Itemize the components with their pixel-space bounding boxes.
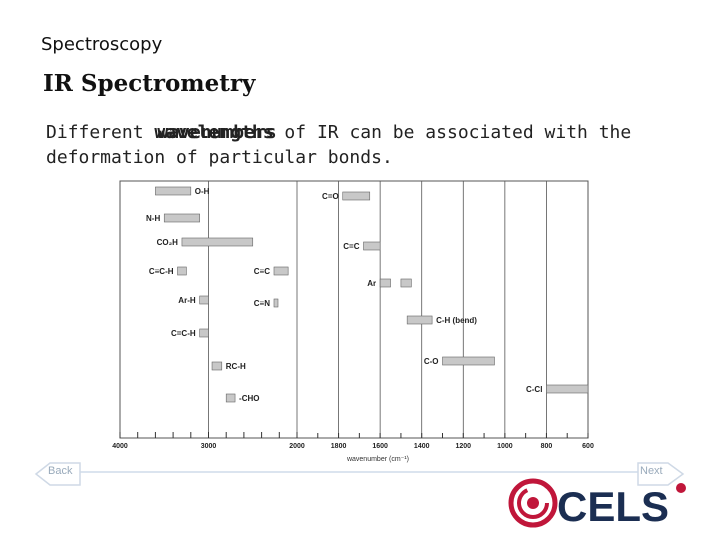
- band-bar: [273, 298, 279, 308]
- intro-suffix: of IR can be associated with the deforma…: [46, 122, 632, 168]
- band-bar: [199, 295, 209, 305]
- x-tick-label: 1200: [455, 443, 471, 450]
- nav-divider: [80, 471, 640, 473]
- band-label: C-H (bend): [436, 316, 477, 325]
- band-label: C≡N: [254, 299, 270, 308]
- band-bar: [363, 241, 381, 251]
- band-label: C=O: [322, 192, 339, 201]
- next-button[interactable]: [636, 461, 686, 487]
- x-tick-label: 800: [541, 443, 553, 450]
- cels-logo: CELS: [508, 478, 686, 528]
- band-label: Ar-H: [178, 296, 196, 305]
- x-tick-label: 1800: [331, 443, 347, 450]
- x-tick-label: 600: [582, 443, 594, 450]
- next-label[interactable]: Next: [640, 465, 663, 477]
- band-bar: [181, 237, 254, 247]
- band-label: -CHO: [239, 394, 259, 403]
- page-title: IR Spectrometry: [43, 70, 256, 97]
- band-label: N-H: [146, 214, 160, 223]
- band-bar: [163, 213, 200, 223]
- logo-badge: [676, 483, 686, 493]
- x-tick-label: 1600: [372, 443, 388, 450]
- logo-mark: [508, 478, 558, 528]
- x-tick-label: 4000: [112, 443, 128, 450]
- band-bar: [406, 315, 433, 325]
- band-bar: [273, 266, 289, 276]
- band-bar: [442, 356, 495, 366]
- band-bar: [225, 393, 236, 403]
- band-label: C-O: [424, 357, 439, 366]
- band-bar: [342, 191, 371, 201]
- band-bar: [379, 278, 391, 288]
- band-label: CO₂H: [157, 238, 179, 247]
- x-tick-label: 1000: [497, 443, 513, 450]
- intro-prefix: Different: [46, 122, 155, 143]
- intro-text: Different wavelengths wavenumbers of IR c…: [46, 120, 646, 170]
- band-label: O-H: [195, 187, 210, 196]
- overlap-word-b: wavenumbers: [157, 122, 277, 143]
- back-label[interactable]: Back: [48, 465, 73, 477]
- chart-grid: [119, 180, 589, 439]
- x-axis-label: wavenumber (cm⁻¹): [346, 456, 409, 463]
- chart-x-axis: 4000 3000 2000 1800 1600 1400 1200 1000 800 600: [112, 432, 594, 450]
- chart-bands: O-H N-H CO₂H C≡C-H Ar-H C=C-H RC-H -CHO C=O C≡C C≡…: [146, 186, 589, 403]
- back-button[interactable]: [34, 461, 84, 487]
- band-bar: [400, 278, 412, 288]
- overlapping-words: wavelengths wavenumbers: [154, 120, 277, 145]
- x-tick-label: 3000: [201, 443, 217, 450]
- overlap-word-a: wavelengths: [154, 122, 274, 143]
- band-bar: [155, 186, 192, 196]
- band-bar: [199, 328, 209, 338]
- plot-frame: [119, 180, 589, 439]
- band-label: C≡C-H: [149, 267, 174, 276]
- band-label: Ar: [367, 279, 376, 288]
- x-tick-label: 1400: [414, 443, 430, 450]
- band-label: RC-H: [226, 362, 246, 371]
- band-bar: [211, 361, 223, 371]
- band-label: C=C: [343, 242, 359, 251]
- band-label: C=C-H: [171, 329, 196, 338]
- logo-text: CELS: [557, 483, 669, 528]
- band-bar: [177, 266, 187, 276]
- band-label: C-Cl: [526, 385, 542, 394]
- band-label: C≡C: [254, 267, 270, 276]
- breadcrumb: Spectroscopy: [41, 34, 163, 55]
- band-bar: [546, 384, 589, 394]
- x-tick-label: 2000: [289, 443, 305, 450]
- ir-correlation-chart: O-H N-H CO₂H C≡C-H Ar-H C=C-H RC-H -CHO C=O C≡C C≡…: [108, 176, 608, 464]
